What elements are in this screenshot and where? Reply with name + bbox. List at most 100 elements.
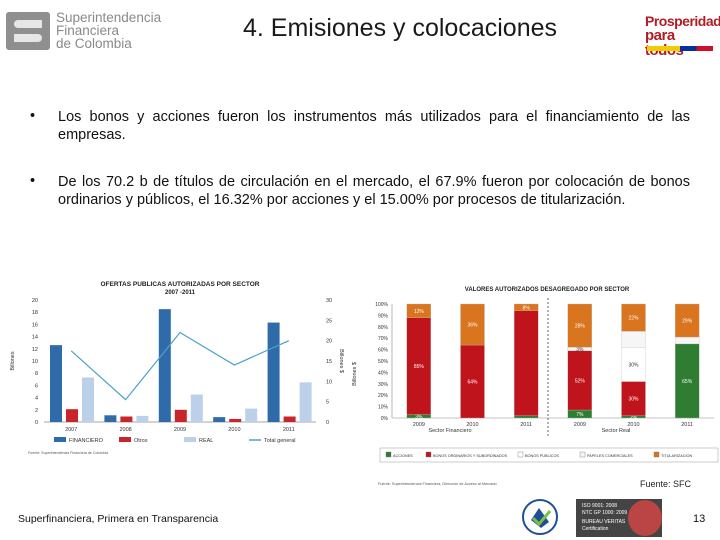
y-tick-label: 12 [32, 347, 38, 353]
bullet-glyph: • [30, 173, 36, 189]
bullet-text: Los bonos y acciones fueron los instrume… [58, 109, 690, 143]
data-label: 30% [628, 397, 639, 403]
legend-swatch [579, 451, 586, 458]
bar [136, 415, 149, 422]
data-label: 28% [575, 324, 586, 330]
data-label: 65% [682, 379, 693, 385]
data-label: 36% [467, 323, 478, 329]
y-tick-label: 20 [32, 298, 38, 304]
x-tick-label: 2009 [574, 422, 586, 428]
bullet-text: De los 70.2 b de títulos de circulación … [58, 174, 690, 208]
cert-line: BUREAU VERITAS [582, 519, 626, 525]
y-tick-label: 20% [378, 393, 389, 399]
legend-swatch [517, 451, 524, 458]
legend-label: Otros [134, 438, 148, 444]
y-tick-label: 100% [375, 302, 388, 308]
y-tick-label: 40% [378, 370, 389, 376]
chart-title: OFERTAS PUBLICAS AUTORIZADAS POR SECTOR [100, 281, 259, 288]
bar [120, 416, 133, 422]
y-tick-label: 0% [381, 416, 389, 422]
x-tick-label: 2007 [65, 427, 77, 433]
chart-title: VALORES AUTORIZADOS DESAGREGADO POR SECT… [465, 287, 630, 293]
stacked-segment [621, 331, 646, 348]
y-axis-label-right: Billones $ [338, 349, 344, 373]
bar [82, 377, 94, 422]
colombia-flag-icon [647, 46, 713, 51]
bar [213, 417, 226, 422]
logo-line: Financiera [56, 23, 120, 38]
legend-label: Total general [264, 438, 296, 444]
y-tick-label-right: 0 [326, 420, 329, 426]
bar [267, 322, 280, 422]
bar [158, 309, 171, 422]
y-tick-label-right: 25 [326, 318, 332, 324]
x-tick-label: 2009 [413, 422, 425, 428]
legend-frame [379, 447, 719, 463]
cert-seal-icon [628, 500, 662, 536]
data-label: 22% [628, 316, 639, 322]
y-tick-label-right: 30 [326, 298, 332, 304]
stacked-segment [406, 303, 431, 318]
data-label: 85% [414, 364, 425, 370]
bar [245, 408, 258, 422]
x-tick-label: 2010 [627, 422, 639, 428]
x-tick-label: 2008 [119, 427, 131, 433]
legend-label: REAL [199, 438, 213, 444]
logo-line: de Colombia [56, 36, 132, 51]
chart-source: Fuente: Superintendencia Financiera, Dir… [378, 482, 497, 486]
x-tick-label: 2011 [520, 422, 532, 428]
stacked-segment [514, 303, 539, 311]
legend-label: ACCIONES [393, 454, 413, 458]
stacked-segment [621, 303, 646, 332]
stacked-segment [675, 336, 700, 345]
y-axis-label: Billones [10, 351, 16, 371]
bar [283, 416, 296, 422]
certification-seal-icon [522, 499, 558, 535]
legend-swatch [119, 437, 131, 442]
stacked-segment [621, 347, 646, 382]
data-label: 30% [628, 362, 639, 368]
chart-valores-autorizados: VALORES AUTORIZADOS DESAGREGADO POR SECT… [352, 287, 719, 486]
page-number: 13 [693, 513, 706, 525]
page-title: 4. Emisiones y colocaciones [242, 14, 558, 42]
y-tick-label: 80% [378, 325, 389, 331]
bar [66, 409, 78, 422]
stacked-segment [460, 303, 485, 346]
bullet-glyph: • [30, 108, 36, 124]
bar [104, 415, 117, 422]
data-label: 3% [576, 347, 584, 353]
legend-swatch [385, 451, 392, 458]
y-tick-label: 0 [35, 420, 38, 426]
data-label: 7% [576, 412, 584, 418]
x-tick-label: 2010 [466, 422, 478, 428]
x-tick-label: 2009 [174, 427, 186, 433]
data-label: 12% [414, 309, 425, 315]
y-tick-label: 30% [378, 382, 389, 388]
legend-swatch [54, 437, 66, 442]
cert-line: Certification [582, 526, 609, 532]
logo-text: para todos [645, 27, 684, 58]
chart-subtitle: 2007 -2011 [165, 290, 196, 296]
data-label: 3% [415, 414, 423, 420]
legend-swatch [425, 451, 432, 458]
y-tick-label: 60% [378, 348, 389, 354]
data-label: 52% [575, 378, 586, 384]
stacked-segment [567, 303, 592, 348]
y-tick-label: 10 [32, 359, 38, 365]
legend-label: BONOS PUBLICOS [525, 454, 559, 458]
bar [299, 382, 312, 422]
cert-line: ISO 9001: 2008 [582, 503, 618, 509]
y-axis-label: Billones $ [352, 362, 358, 386]
prosperidad-logo: Prosperidad para todos [645, 14, 720, 58]
y-tick-label: 70% [378, 336, 389, 342]
y-tick-label: 14 [32, 335, 38, 341]
bar [50, 345, 62, 422]
y-tick-label: 16 [32, 322, 38, 328]
data-label: 64% [467, 380, 478, 386]
chart-source: Fuente: Superintendencia Financiera de C… [28, 451, 108, 455]
data-label: 2% [630, 415, 638, 421]
legend-label: TITULARIZACION [661, 454, 692, 458]
y-tick-label-right: 10 [326, 379, 332, 385]
group-label: Sector Financiero [428, 428, 471, 434]
y-tick-label: 6 [35, 383, 38, 389]
